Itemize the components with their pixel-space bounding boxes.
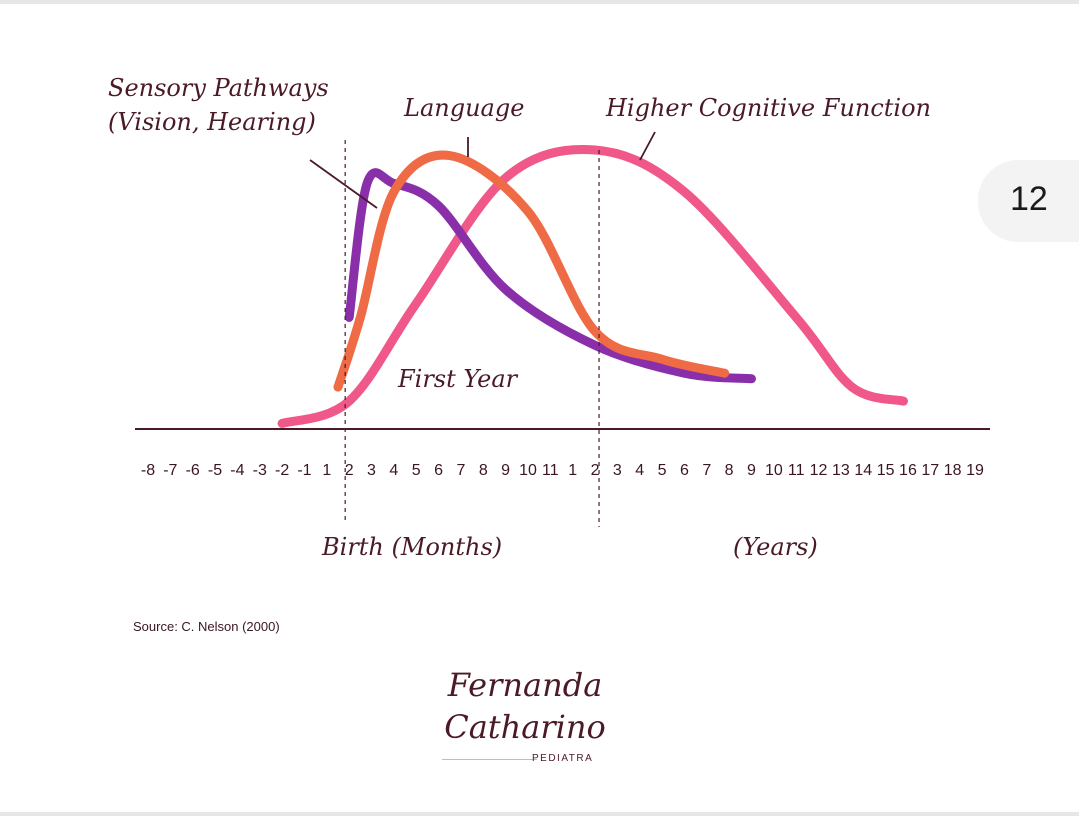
- source-citation: Source: C. Nelson (2000): [133, 619, 280, 634]
- x-tick-labels: -8 -7 -6 -5 -4 -3 -2 -1 1 2 3 4 5 6 7 8 9 10 11 1 2 3 4 5 6 7 8 9 10…: [141, 462, 984, 479]
- x-tick-label: 17: [921, 462, 939, 479]
- series-label-2-line-0: Higher Cognitive Function: [605, 94, 931, 122]
- series-leader-line-2: [639, 131, 656, 161]
- logo-line-1: Fernanda: [447, 666, 603, 704]
- x-tick-label: 9: [747, 462, 756, 479]
- x-tick-label: 8: [725, 462, 734, 479]
- x-tick-label: -2: [275, 462, 289, 479]
- brand-logo: Fernanda Catharino PEDIATRA: [430, 664, 620, 774]
- page-number-badge[interactable]: 12: [978, 160, 1079, 242]
- x-tick-label: -1: [297, 462, 311, 479]
- x-tick-label: 13: [832, 462, 850, 479]
- x-tick-label: 3: [613, 462, 622, 479]
- x-tick-label: 6: [434, 462, 443, 479]
- x-tick-label: -5: [208, 462, 222, 479]
- x-tick-label: -4: [230, 462, 244, 479]
- x-tick-label: 7: [702, 462, 711, 479]
- bottom-divider: [0, 812, 1079, 816]
- x-tick-label: 8: [479, 462, 488, 479]
- x-tick-label: 19: [966, 462, 984, 479]
- x-tick-label: 15: [877, 462, 895, 479]
- x-tick-label: 1: [322, 462, 331, 479]
- x-tick-label: 5: [658, 462, 667, 479]
- x-tick-label: 6: [680, 462, 689, 479]
- x-tick-label: 14: [854, 462, 872, 479]
- curves-layer: [277, 145, 908, 428]
- x-tick-label: 10: [519, 462, 537, 479]
- x-tick-label: -8: [141, 462, 155, 479]
- series-labels: Sensory Pathways (Vision, Hearing) Languag…: [108, 74, 931, 209]
- years-annotation: (Years): [733, 533, 818, 561]
- series-label-0-line-1: (Vision, Hearing): [108, 108, 316, 136]
- x-tick-label: 18: [944, 462, 962, 479]
- logo-divider: [442, 759, 537, 760]
- x-tick-label: 7: [456, 462, 465, 479]
- series-label-1-line-0: Language: [403, 94, 524, 122]
- series-leader-line-0: [309, 159, 378, 209]
- logo-subtitle: PEDIATRA: [532, 753, 594, 764]
- x-tick-label: 5: [412, 462, 421, 479]
- x-tick-label: 11: [788, 462, 805, 479]
- x-tick-label: 1: [568, 462, 577, 479]
- x-tick-label: 16: [899, 462, 917, 479]
- first-year-annotation: First Year: [397, 365, 519, 393]
- x-tick-label: 9: [501, 462, 510, 479]
- x-tick-label: 3: [367, 462, 376, 479]
- x-tick-label: 4: [389, 462, 398, 479]
- x-tick-label: 4: [635, 462, 644, 479]
- series-line-0: [344, 168, 756, 384]
- x-tick-label: -7: [163, 462, 177, 479]
- top-divider: [0, 0, 1079, 4]
- x-tick-label: 2: [591, 462, 600, 479]
- x-tick-label: -3: [253, 462, 267, 479]
- page-number: 12: [1010, 180, 1048, 218]
- x-tick-label: 11: [542, 462, 559, 479]
- logo-line-2: Catharino: [444, 708, 606, 746]
- x-tick-label: 10: [765, 462, 783, 479]
- series-line-2: [277, 145, 908, 428]
- birth-months-annotation: Birth (Months): [321, 533, 502, 561]
- x-tick-label: -6: [186, 462, 200, 479]
- series-label-0-line-0: Sensory Pathways: [108, 74, 329, 102]
- x-tick-label: 12: [810, 462, 828, 479]
- x-tick-label: 2: [345, 462, 354, 479]
- series-line-1: [333, 150, 730, 392]
